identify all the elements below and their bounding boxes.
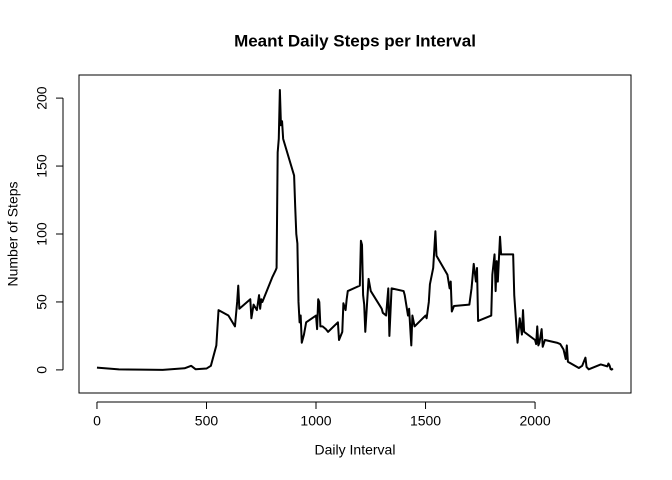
y-tick-label: 100 — [34, 222, 50, 246]
chart-title: Meant Daily Steps per Interval — [234, 31, 476, 50]
x-tick-label: 0 — [93, 413, 101, 429]
y-tick-label: 50 — [34, 294, 50, 310]
x-tick-label: 2000 — [519, 413, 550, 429]
x-tick-label: 1000 — [300, 413, 331, 429]
y-tick-label: 150 — [34, 154, 50, 178]
y-axis-label: Number of Steps — [5, 181, 21, 286]
data-line — [96, 88, 614, 371]
x-tick-label: 1500 — [410, 413, 441, 429]
x-tick-label: 500 — [195, 413, 219, 429]
x-axis-label: Daily Interval — [315, 442, 396, 458]
plot-box — [78, 74, 632, 394]
y-tick-label: 200 — [34, 86, 50, 110]
y-tick-label: 0 — [34, 366, 50, 374]
